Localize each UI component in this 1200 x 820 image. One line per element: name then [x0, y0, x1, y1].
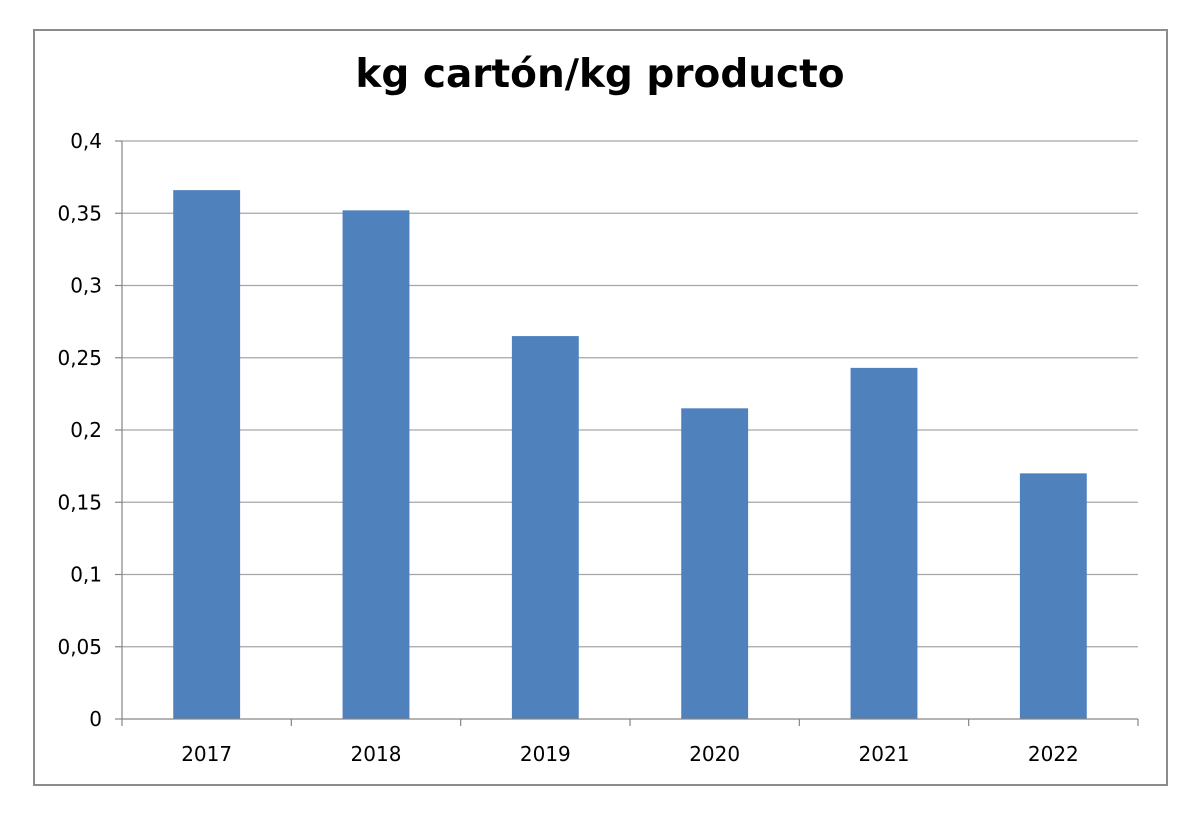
chart-title: kg cartón/kg producto — [355, 52, 845, 97]
y-tick-label: 0,15 — [57, 490, 102, 514]
bar-2017 — [173, 190, 241, 719]
x-tick-label: 2021 — [859, 742, 910, 766]
bar-2020 — [681, 408, 749, 719]
bar-2018 — [342, 210, 410, 720]
bars — [173, 190, 1087, 720]
gridlines — [122, 140, 1138, 648]
y-tick-label: 0,4 — [70, 129, 102, 153]
x-tick-label: 2022 — [1028, 742, 1079, 766]
y-tick-label: 0,1 — [70, 563, 102, 587]
bar-2021 — [850, 367, 918, 719]
tick-labels: 0 0,05 0,1 0,15 0,2 0,25 0,3 0,35 0,4 2017 2018 201… — [57, 129, 1078, 766]
x-tick-label: 2017 — [181, 742, 232, 766]
y-tick-label: 0,2 — [70, 418, 102, 442]
x-tick-label: 2020 — [689, 742, 740, 766]
bar-2022 — [1019, 473, 1087, 719]
y-tick-label: 0 — [89, 707, 102, 731]
y-tick-label: 0,35 — [57, 201, 102, 225]
y-tick-label: 0,05 — [57, 635, 102, 659]
y-tick-label: 0,25 — [57, 346, 102, 370]
y-tick-label: 0,3 — [70, 274, 102, 298]
x-tick-label: 2018 — [351, 742, 402, 766]
axes — [115, 140, 1139, 726]
bar-2019 — [511, 336, 579, 719]
x-tick-label: 2019 — [520, 742, 571, 766]
